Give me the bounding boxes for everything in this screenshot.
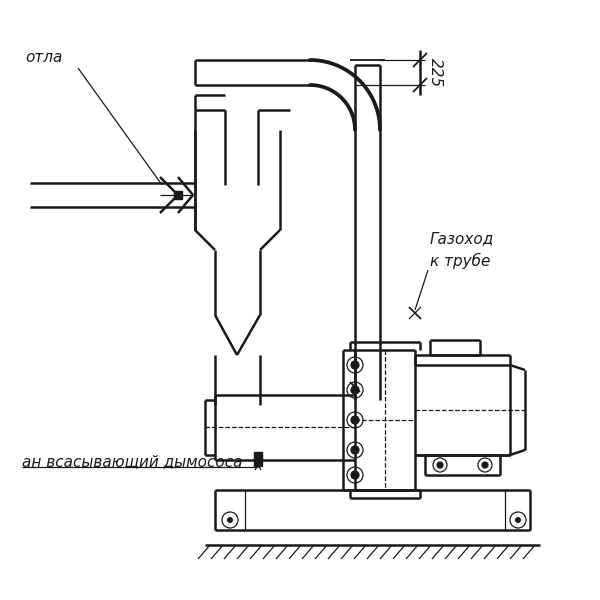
Circle shape xyxy=(515,517,521,523)
Text: ан всасывающий дымососа: ан всасывающий дымососа xyxy=(22,455,242,469)
Circle shape xyxy=(351,361,359,369)
Bar xyxy=(254,452,262,460)
Circle shape xyxy=(437,462,443,468)
Text: отла: отла xyxy=(25,50,62,65)
Circle shape xyxy=(351,446,359,454)
Circle shape xyxy=(351,386,359,394)
Circle shape xyxy=(351,471,359,479)
Bar xyxy=(174,191,182,199)
Circle shape xyxy=(227,517,233,523)
Circle shape xyxy=(482,462,488,468)
Circle shape xyxy=(351,416,359,424)
Bar xyxy=(254,458,262,466)
Text: 225: 225 xyxy=(428,58,443,87)
Text: Газоход
к трубе: Газоход к трубе xyxy=(430,231,494,269)
